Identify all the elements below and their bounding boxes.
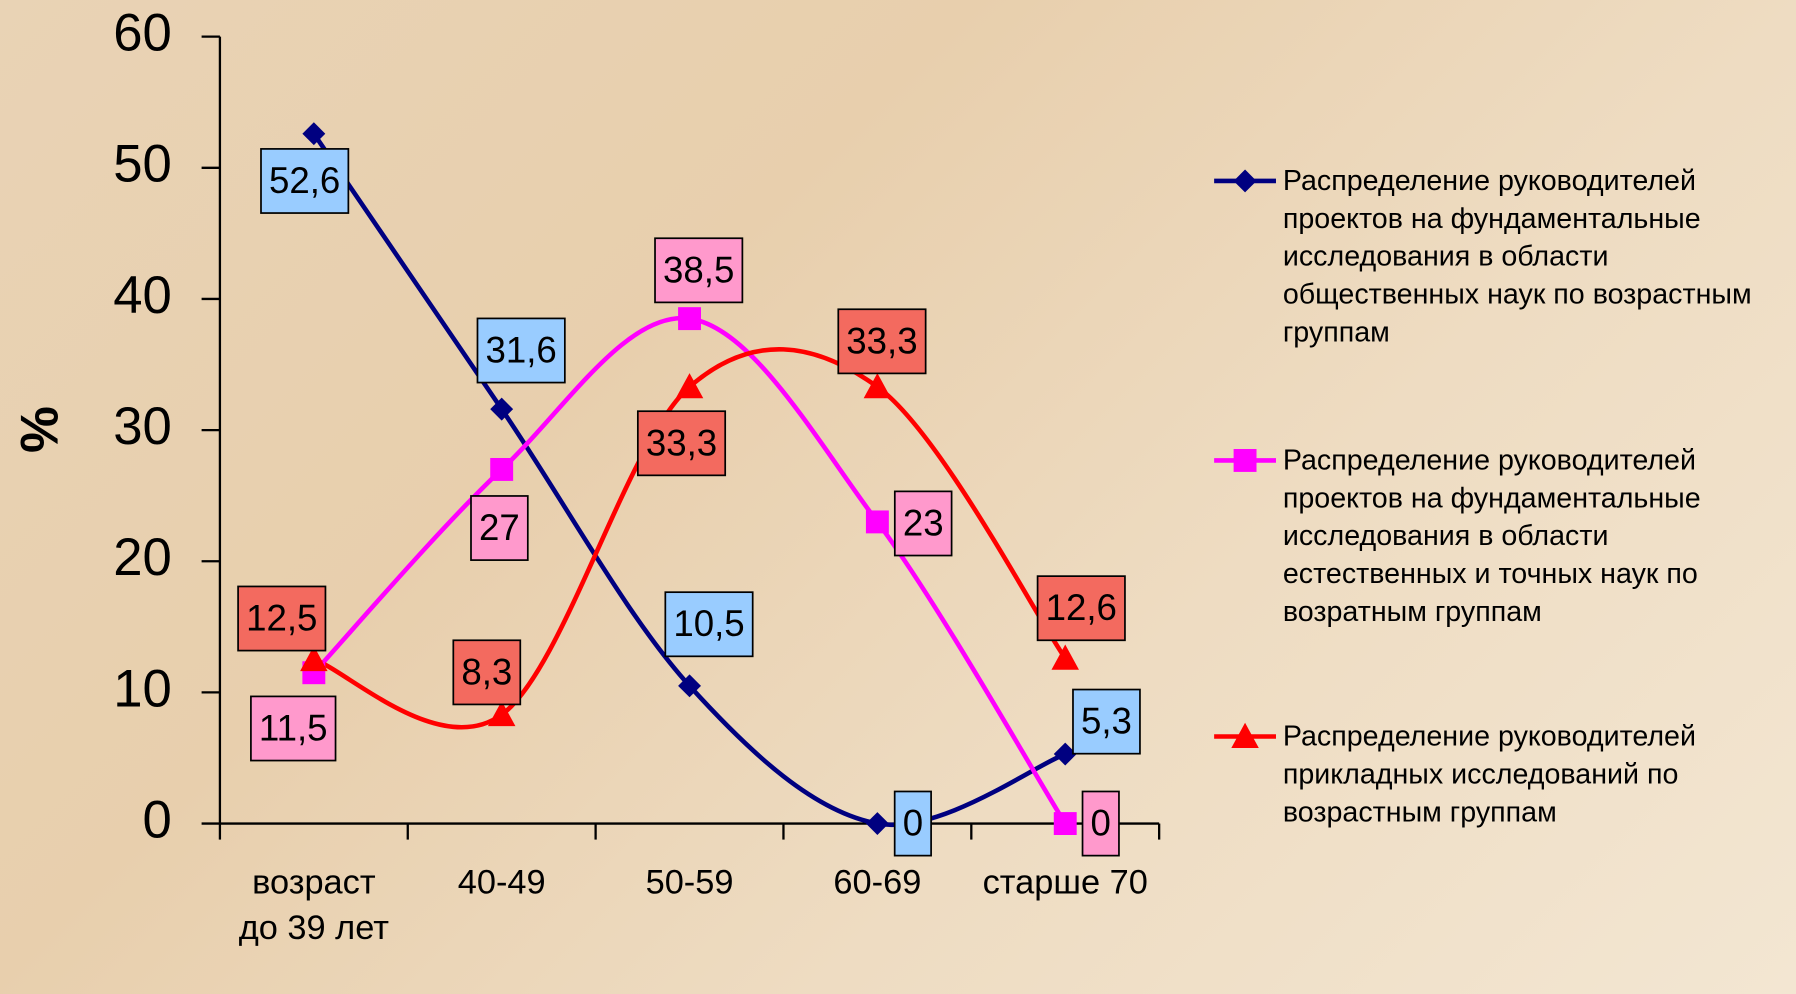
label-box	[664, 591, 754, 658]
x-tick-label: возраст до 39 лет	[238, 863, 389, 948]
marker	[1231, 722, 1259, 748]
data-label-text: 27	[479, 507, 520, 548]
data-label: 5,3	[1072, 688, 1141, 755]
label-box	[470, 495, 529, 561]
data-label: 33,3	[837, 308, 927, 375]
data-label: 33,3	[636, 410, 727, 477]
data-label: 8,3	[452, 639, 522, 706]
data-label-text: 12,5	[246, 597, 317, 638]
data-label: 0	[893, 790, 932, 857]
y-tick-label: 30	[113, 397, 172, 456]
data-label-text: 38,5	[663, 249, 734, 290]
label-box	[654, 237, 744, 304]
data-label: 0	[1081, 790, 1120, 857]
data-label: 52,6	[260, 148, 350, 214]
marker	[863, 373, 892, 399]
y-tick-label: 60	[113, 4, 172, 63]
x-tick-label: 60-69	[833, 863, 922, 902]
data-label-text: 10,5	[673, 603, 744, 644]
marker	[675, 373, 704, 399]
y-axis-label: %	[10, 406, 69, 453]
label-box	[1072, 688, 1141, 755]
data-label-text: 12,6	[1046, 587, 1117, 628]
label-box	[476, 317, 566, 384]
marker	[300, 645, 328, 672]
label-box	[893, 790, 932, 857]
y-tick-label: 10	[113, 659, 172, 718]
data-label-text: 31,6	[485, 329, 556, 370]
data-label: 23	[893, 490, 953, 557]
label-box	[1081, 790, 1120, 857]
y-tick-label: 40	[113, 266, 172, 325]
data-label-text: 33,3	[846, 320, 917, 361]
data-label: 31,6	[476, 317, 566, 384]
marker	[865, 510, 889, 534]
data-label: 12,5	[237, 585, 327, 652]
data-label-text: 52,6	[269, 160, 340, 201]
marker	[678, 307, 701, 331]
data-label-text: 0	[903, 803, 923, 844]
legend-label: Распределение руководителей проектов на …	[1282, 164, 1752, 349]
x-tick-label: 50-59	[645, 863, 734, 902]
x-tick-label: 40-49	[457, 863, 546, 902]
data-label: 38,5	[654, 237, 744, 304]
data-label: 12,6	[1036, 575, 1126, 642]
data-label: 10,5	[664, 591, 754, 658]
marker	[487, 700, 516, 727]
marker	[678, 674, 701, 698]
legend-label: Распределение руководителей проектов на …	[1282, 444, 1701, 628]
label-box	[893, 490, 953, 557]
data-label-text: 5,3	[1081, 701, 1132, 742]
label-box	[237, 585, 327, 652]
y-tick-label: 0	[143, 790, 172, 849]
label-box	[250, 695, 337, 762]
label-box	[260, 148, 350, 214]
data-label-text: 33,3	[646, 422, 717, 463]
data-label: 11,5	[250, 695, 337, 762]
label-box	[837, 308, 927, 375]
data-label: 27	[470, 495, 529, 561]
marker	[1053, 742, 1077, 766]
label-box	[1036, 575, 1126, 642]
legend-label: Распределение руководителей прикладных и…	[1282, 720, 1696, 829]
data-label-text: 8,3	[461, 651, 512, 692]
data-label-text: 0	[1091, 803, 1111, 844]
marker	[865, 812, 889, 836]
marker	[1051, 644, 1079, 670]
line	[313, 347, 1068, 730]
label-box	[636, 410, 727, 477]
marker	[1233, 449, 1257, 472]
x-tick-label: старше 70	[982, 863, 1148, 902]
data-label-text: 23	[903, 502, 944, 543]
label-box	[452, 639, 522, 706]
data-label-text: 11,5	[259, 707, 328, 748]
marker	[490, 457, 514, 481]
y-tick-label: 20	[113, 528, 172, 587]
y-tick-label: 50	[113, 135, 172, 194]
marker	[1233, 169, 1257, 193]
marker	[1053, 812, 1077, 836]
